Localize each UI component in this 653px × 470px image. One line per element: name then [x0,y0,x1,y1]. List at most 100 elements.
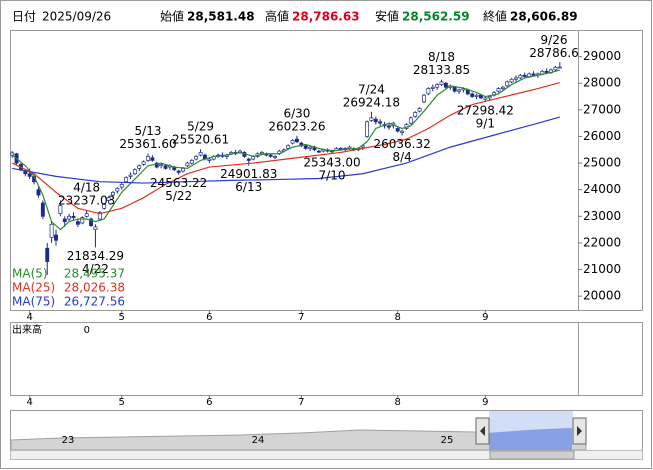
candle-body [71,215,76,218]
header-label: 終値 [483,9,507,24]
candle-body [102,203,107,209]
candle-body [531,73,536,76]
candle-body [413,112,418,117]
annotation-value: 25520.61 [172,133,229,147]
candle-body [181,168,185,172]
header-value: 28,581.48 [187,10,255,24]
candle-body [115,188,120,192]
candle-body [273,156,277,159]
scrollbar[interactable] [10,450,643,460]
candle-body [93,226,98,230]
legend-name: MA(25) [12,281,55,295]
candle-body [527,73,532,77]
candle-body [470,93,475,97]
candle-body [27,173,32,177]
date-label: 日付 [12,10,36,24]
candle-body [395,128,400,132]
date-value: 2025/09/26 [42,10,111,24]
annotation-date: 9/26 [541,33,568,47]
y-tick-label: 28000 [583,76,621,90]
candle-body [159,164,164,167]
year-label: 23 [62,435,75,446]
annotation-value: 24901.83 [220,167,277,181]
x-tick-label: 8 [395,397,401,408]
candle-body [400,130,405,133]
x-tick-label: 7 [298,397,304,408]
header-value: 28,786.63 [292,10,360,24]
candle-body [106,197,111,201]
y-tick-label: 25000 [583,156,621,170]
y-tick-label: 27000 [583,102,621,116]
candle-body [154,162,159,168]
annotation-value: 23237.03 [58,194,115,208]
annotation-date: 5/29 [187,120,214,134]
x-tick-label: 6 [206,397,212,408]
annotation-date: 4/18 [73,181,100,195]
candle-body [286,145,291,149]
candle-body [58,205,63,215]
candle-body [128,174,133,177]
y-tick-label: 22000 [583,235,621,249]
header-label: 始値 [160,9,184,24]
annotation-value: 28133.85 [413,63,470,77]
candle-body [308,146,313,149]
candle-body [132,169,137,175]
candle-body [45,247,50,262]
header-label: 安値 [375,9,399,24]
candle-body [518,74,523,79]
candle-body [496,88,501,92]
candle-body [290,140,295,144]
header-label: 高値 [265,9,289,24]
candle-body [430,86,435,89]
candle-body [84,213,89,217]
legend-name: MA(5) [12,267,48,281]
x-tick-label: 9 [482,312,488,323]
x-tick-label: 4 [27,397,33,408]
y-tick-label: 20000 [583,289,621,303]
annotation-value: 28786.6 [529,46,579,60]
candle-body [540,70,545,75]
candle-body [422,94,426,103]
scrollbar-thumb[interactable] [489,450,575,460]
legend-name: MA(75) [12,295,55,309]
annotation-value: 26924.18 [343,95,400,109]
annotation-date: 6/13 [235,180,262,194]
candle-body [163,165,168,169]
header-value: 28,562.59 [402,10,470,24]
candle-body [137,165,142,169]
legend-value: 28,026.38 [64,281,125,295]
ma-line [11,81,560,215]
candle-body [40,202,45,217]
annotation-date: 7/10 [319,168,346,182]
candle-body [49,223,54,238]
candle-body [207,158,212,161]
price-axis-panel [578,30,643,311]
candle-body [295,138,299,143]
annotation-value: 25343.00 [303,155,360,169]
handle-arrow [480,426,485,436]
y-tick-label: 21000 [583,262,621,276]
x-tick-label: 9 [482,397,488,408]
x-tick-label: 7 [298,312,304,323]
annotation-date: 5/22 [165,189,192,203]
candle-body [185,162,190,167]
candle-body [268,154,273,157]
x-tick-label: 5 [119,397,125,408]
year-label: 25 [441,435,454,446]
candle-body [259,152,264,155]
annotation-date: 6/30 [283,106,310,120]
annotation-date: 7/24 [358,82,385,96]
annotation-value: 24563.22 [150,176,207,190]
x-tick-label: 5 [119,312,125,323]
candle-body [75,221,80,225]
volume-panel [10,322,579,396]
y-tick-label: 29000 [583,49,621,63]
candle-body [365,121,369,137]
candle-body [443,82,448,88]
candle-body [509,78,514,83]
candle-body [189,160,194,164]
candle-body [80,217,85,224]
annotation-date: 4/22 [82,262,109,276]
volume-value: 0 [84,325,90,336]
